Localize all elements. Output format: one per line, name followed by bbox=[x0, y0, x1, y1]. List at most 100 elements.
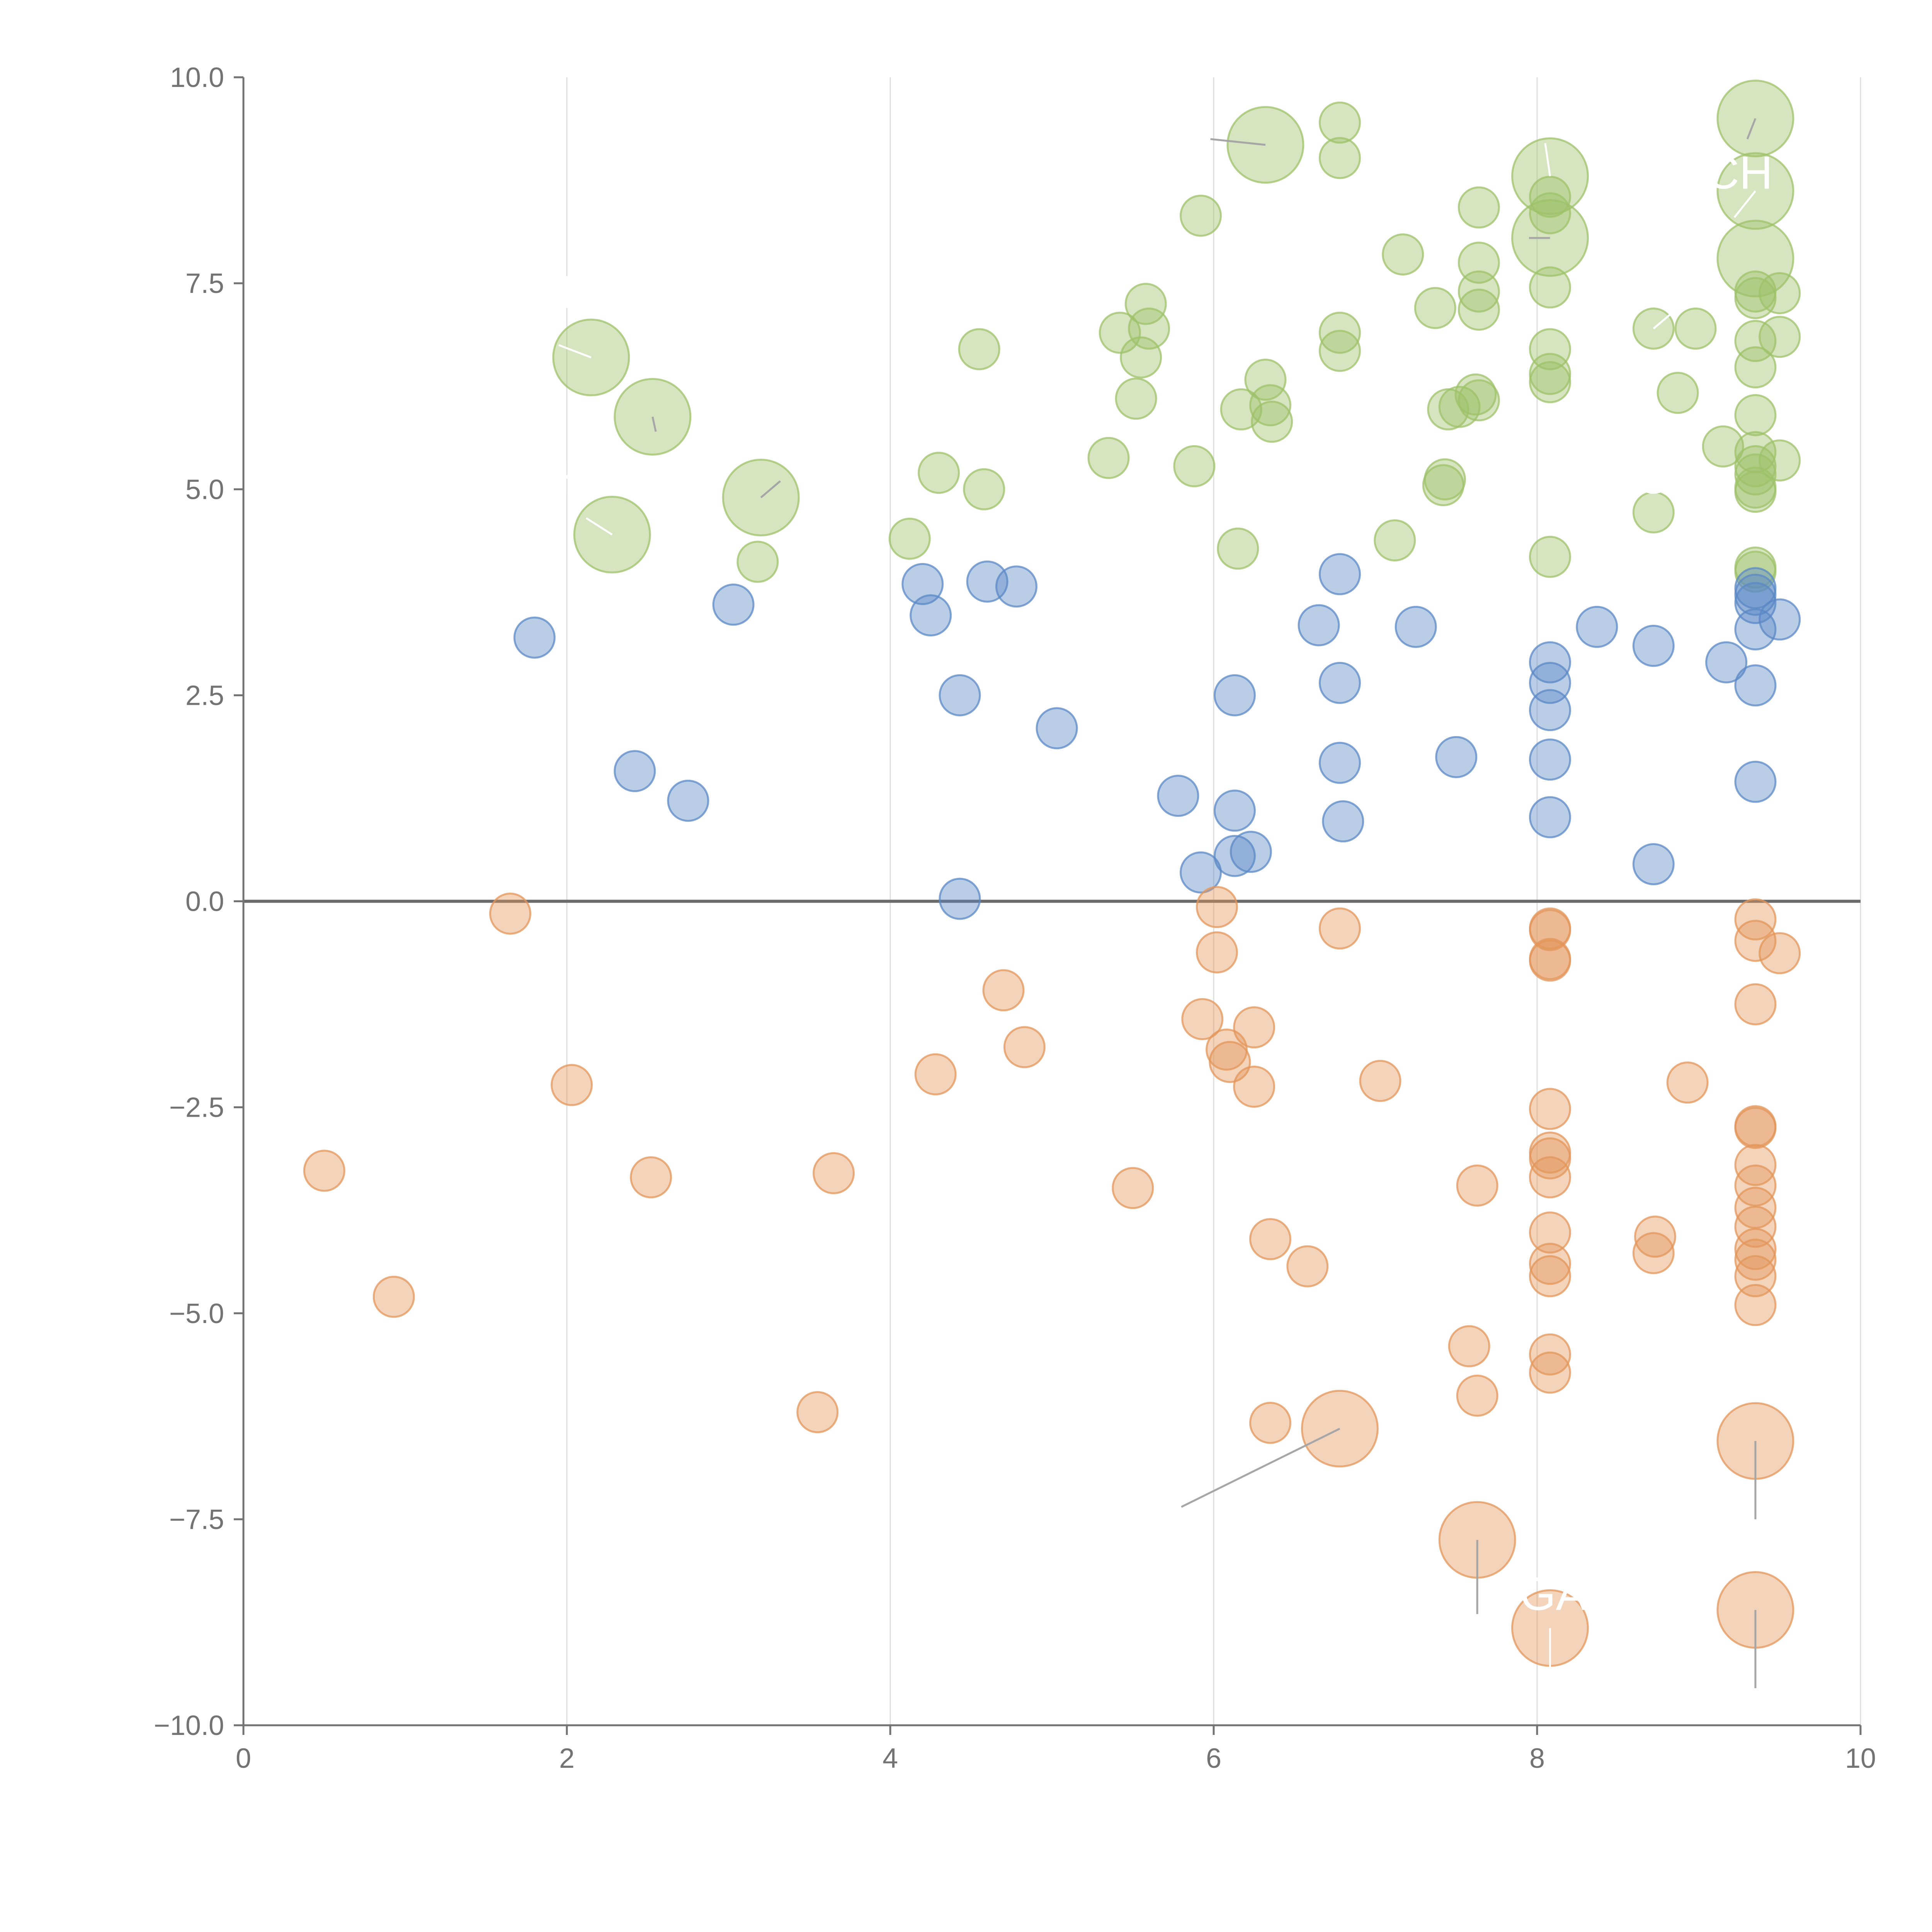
blue-bubble bbox=[513, 616, 556, 659]
bubble-label: O bbox=[1636, 452, 1672, 503]
orange-bubble bbox=[1181, 998, 1224, 1040]
orange-bubble bbox=[1529, 1351, 1571, 1394]
green-bubble bbox=[1734, 471, 1777, 513]
bubble-label-layer: K H L CH O GA bbox=[558, 81, 1773, 1620]
green-bubble bbox=[1716, 219, 1794, 298]
blue-bubble bbox=[1213, 789, 1256, 832]
tick-layer: 0 2 4 6 8 10 10.0 7.5 5.0 2.5 0.0 −2.5 −5.0 −7.5 −10.0 bbox=[154, 62, 1876, 1774]
orange-bubble bbox=[1249, 1401, 1291, 1444]
leader-line bbox=[1210, 138, 1266, 146]
green-bubble bbox=[1759, 316, 1801, 358]
orange-bubble bbox=[1318, 907, 1361, 950]
blue-bubble bbox=[1734, 582, 1777, 624]
orange-bubble bbox=[1632, 1232, 1675, 1274]
orange-bubble bbox=[1003, 1026, 1046, 1068]
orange-bubble bbox=[1196, 931, 1238, 974]
orange-bubble bbox=[1196, 886, 1238, 928]
bubble-label: L bbox=[1544, 81, 1570, 133]
y-tick-label: 2.5 bbox=[185, 680, 224, 711]
orange-bubble bbox=[1734, 1206, 1777, 1248]
green-bubble bbox=[1374, 519, 1416, 561]
orange-bubble bbox=[1529, 1333, 1571, 1376]
orange-bubble bbox=[630, 1156, 672, 1199]
blue-bubble bbox=[1734, 760, 1777, 803]
green-bubble bbox=[1382, 233, 1424, 276]
green-bubble bbox=[1318, 137, 1361, 179]
annotation-leader-line bbox=[585, 517, 613, 536]
green-bubble bbox=[1180, 194, 1222, 237]
green-bubble bbox=[1656, 372, 1699, 414]
green-bubble bbox=[1529, 266, 1571, 309]
x-tick-label: 2 bbox=[559, 1743, 575, 1774]
blue-bubble bbox=[1322, 800, 1364, 843]
y-tick-label: 0.0 bbox=[185, 886, 224, 917]
blue-bubble bbox=[1298, 604, 1340, 646]
green-bubble bbox=[1251, 400, 1293, 443]
green-bubble bbox=[1244, 359, 1287, 401]
green-bubble bbox=[1702, 425, 1744, 468]
blue-bubble bbox=[712, 583, 755, 626]
green-bubble bbox=[1217, 527, 1259, 570]
orange-bubble bbox=[1286, 1245, 1329, 1287]
bubble-layer bbox=[303, 80, 1801, 1667]
orange-bubble bbox=[1734, 1187, 1777, 1229]
blue-bubble bbox=[1318, 742, 1361, 784]
green-bubble bbox=[1423, 458, 1466, 501]
blue-bubble bbox=[1157, 775, 1199, 817]
blue-bubble bbox=[910, 594, 952, 637]
blue-bubble bbox=[995, 565, 1037, 608]
green-bubble bbox=[1734, 453, 1777, 496]
orange-bubble bbox=[1529, 1156, 1571, 1199]
orange-bubble bbox=[489, 892, 532, 935]
x-tick-label: 8 bbox=[1529, 1743, 1545, 1774]
bubble-label: H bbox=[558, 452, 592, 503]
blue-bubble bbox=[939, 674, 981, 716]
blue-bubble bbox=[1213, 835, 1256, 877]
green-bubble bbox=[1318, 311, 1361, 354]
orange-bubble bbox=[1759, 932, 1801, 975]
y-tick-label: −10.0 bbox=[154, 1710, 224, 1741]
blue-bubble bbox=[1632, 843, 1675, 886]
blue-bubble bbox=[1230, 831, 1272, 873]
orange-bubble bbox=[303, 1150, 345, 1192]
leader-line bbox=[651, 417, 657, 432]
y-tick-label: 7.5 bbox=[185, 268, 224, 299]
green-bubble bbox=[1529, 192, 1571, 235]
blue-bubble bbox=[1318, 662, 1361, 704]
leader-line-layer bbox=[558, 118, 1757, 1701]
green-bubble bbox=[1318, 101, 1361, 144]
green-bubble bbox=[918, 452, 960, 494]
orange-bubble bbox=[1734, 898, 1777, 940]
green-bubble bbox=[1458, 186, 1500, 229]
orange-bubble bbox=[1233, 1006, 1276, 1049]
orange-bubble bbox=[1734, 1107, 1777, 1149]
blue-bubble bbox=[1318, 553, 1361, 595]
orange-bubble bbox=[372, 1276, 415, 1318]
annotation-leader-line bbox=[558, 344, 592, 359]
orange-bubble bbox=[1529, 1088, 1571, 1130]
green-bubble bbox=[958, 328, 1000, 371]
orange-bubble bbox=[1666, 1061, 1709, 1104]
blue-bubble bbox=[1632, 624, 1675, 667]
green-bubble bbox=[1734, 346, 1777, 389]
blue-bubble bbox=[1705, 641, 1748, 684]
green-bubble bbox=[1734, 551, 1777, 593]
blue-bubble bbox=[1529, 796, 1571, 838]
bubble-label: K bbox=[560, 266, 590, 318]
annotation-leader-line bbox=[1544, 143, 1551, 177]
x-tick-label: 6 bbox=[1206, 1743, 1221, 1774]
leader-line bbox=[760, 480, 781, 498]
green-bubble bbox=[1128, 307, 1170, 350]
green-bubble bbox=[1087, 437, 1130, 479]
orange-bubble bbox=[1734, 1255, 1777, 1298]
y-tick-label: 10.0 bbox=[170, 62, 224, 93]
green-bubble bbox=[1458, 379, 1500, 422]
orange-bubble bbox=[1359, 1060, 1401, 1102]
orange-bubble bbox=[1529, 1255, 1571, 1298]
orange-bubble bbox=[813, 1152, 855, 1194]
blue-bubble bbox=[1576, 605, 1618, 648]
blue-bubble bbox=[1529, 738, 1571, 781]
blue-bubble bbox=[667, 779, 709, 822]
orange-bubble bbox=[1734, 1164, 1777, 1207]
